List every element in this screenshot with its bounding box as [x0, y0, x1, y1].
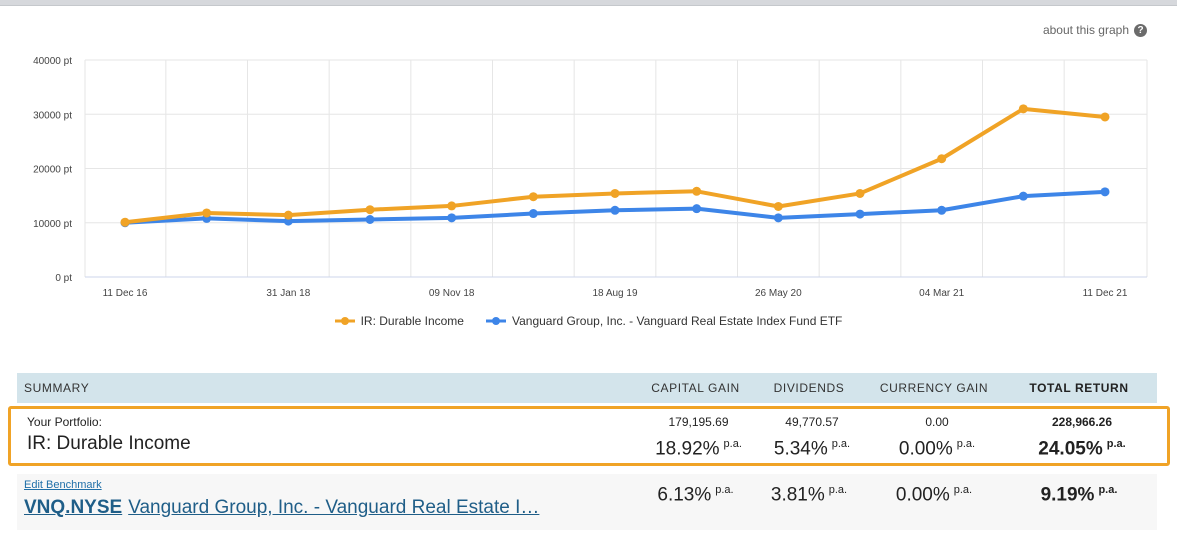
benchmark-name: VNQ.NYSE Vanguard Group, Inc. - Vanguard …	[24, 497, 539, 519]
data-point-portfolio	[610, 188, 620, 198]
y-tick-label: 10000 pt	[33, 219, 72, 230]
portfolio-total-return-pct: 24.05%	[1038, 438, 1103, 460]
data-point-portfolio	[283, 210, 293, 220]
data-point-portfolio	[773, 201, 783, 211]
edit-benchmark-link[interactable]: Edit Benchmark	[24, 479, 102, 491]
data-point-portfolio	[528, 192, 538, 202]
data-point-benchmark	[855, 209, 865, 219]
summary-table: SUMMARY CAPITAL GAIN DIVIDENDS CURRENCY …	[17, 373, 1157, 403]
portfolio-currency-gain-amount: 0.00	[925, 415, 949, 429]
help-circle-icon: ?	[1134, 23, 1147, 37]
x-tick-label: 26 May 20	[755, 288, 802, 299]
series-line-portfolio	[124, 106, 1106, 225]
data-point-benchmark	[1018, 191, 1028, 201]
header-currency-gain: CURRENCY GAIN	[879, 381, 989, 395]
x-tick-label: 11 Dec 21	[1083, 288, 1128, 299]
chart-legend: IR: Durable Income Vanguard Group, Inc. …	[0, 314, 1177, 328]
benchmark-code-link[interactable]: VNQ.NYSE	[24, 497, 123, 518]
data-point-benchmark	[447, 213, 457, 223]
data-point-portfolio	[1100, 112, 1110, 122]
legend-label-portfolio: IR: Durable Income	[360, 314, 464, 328]
y-tick-label: 0 pt	[55, 273, 72, 284]
portfolio-capital-gain-amount: 179,195.69	[668, 415, 729, 429]
data-point-benchmark	[1100, 187, 1110, 197]
x-tick-label: 04 Mar 21	[919, 288, 964, 299]
y-tick-label: 30000 pt	[33, 110, 72, 121]
header-total-return: TOTAL RETURN	[1029, 381, 1129, 395]
benchmark-currency-gain-pct: 0.00%	[895, 484, 950, 506]
legend-label-benchmark: Vanguard Group, Inc. - Vanguard Real Est…	[511, 314, 843, 328]
about-graph-label: about this graph	[1042, 23, 1129, 37]
data-point-portfolio	[120, 217, 130, 227]
summary-header-row: SUMMARY CAPITAL GAIN DIVIDENDS CURRENCY …	[17, 373, 1157, 403]
data-point-benchmark	[937, 205, 947, 215]
data-point-benchmark	[528, 209, 538, 219]
header-capital-gain: CAPITAL GAIN	[651, 381, 740, 395]
legend-marker-blue	[485, 317, 506, 325]
pa-label: p.a.	[1106, 438, 1126, 450]
pa-label: p.a.	[1098, 484, 1118, 496]
data-point-portfolio	[937, 154, 947, 164]
pa-label: p.a.	[953, 484, 973, 496]
y-tick-label: 40000 pt	[33, 56, 72, 67]
benchmark-row: Edit Benchmark VNQ.NYSE Vanguard Group, I…	[17, 474, 1157, 530]
portfolio-dividends-pct: 5.34%	[773, 438, 828, 460]
y-tick-label: 20000 pt	[33, 165, 72, 176]
portfolio-name: IR: Durable Income	[27, 433, 191, 454]
portfolio-capital-gain-pct: 18.92%	[655, 438, 720, 460]
x-tick-label: 31 Jan 18	[266, 288, 310, 299]
data-point-benchmark	[610, 205, 620, 215]
data-point-portfolio	[365, 205, 375, 215]
data-point-benchmark	[773, 213, 783, 223]
data-point-portfolio	[202, 208, 212, 218]
portfolio-currency-gain-pct: 0.00%	[898, 438, 953, 460]
benchmark-name-link[interactable]: Vanguard Group, Inc. - Vanguard Real Est…	[128, 497, 540, 518]
pa-label: p.a.	[828, 484, 848, 496]
data-point-benchmark	[365, 214, 375, 224]
data-point-portfolio	[692, 186, 702, 196]
pa-label: p.a.	[715, 484, 734, 496]
about-graph-link[interactable]: about this graph ?	[1043, 23, 1147, 37]
portfolio-total-return-amount: 228,966.26	[1051, 415, 1113, 429]
x-tick-label: 09 Nov 18	[429, 288, 475, 299]
x-tick-label: 11 Dec 16	[103, 288, 148, 299]
data-point-portfolio	[447, 201, 457, 211]
portfolio-row: Your Portfolio: 179,195.69 49,770.57 0.0…	[8, 406, 1170, 466]
performance-chart: 0 pt 10000 pt 20000 pt 30000 pt 40000 pt 11 D…	[33, 56, 1148, 299]
legend-marker-orange	[334, 317, 355, 325]
pa-label: p.a.	[723, 438, 742, 450]
benchmark-total-return-pct: 9.19%	[1040, 484, 1095, 506]
x-tick-label: 18 Aug 19	[592, 288, 637, 299]
legend-item-benchmark[interactable]: Vanguard Group, Inc. - Vanguard Real Est…	[485, 314, 843, 328]
benchmark-capital-gain-pct: 6.13%	[657, 484, 712, 506]
top-bar	[0, 0, 1177, 6]
pa-label: p.a.	[831, 438, 851, 450]
data-point-benchmark	[692, 204, 702, 214]
data-point-portfolio	[1018, 104, 1028, 114]
portfolio-label: Your Portfolio:	[27, 415, 102, 429]
portfolio-dividends-amount: 49,770.57	[785, 415, 839, 429]
legend-item-portfolio[interactable]: IR: Durable Income	[334, 314, 464, 328]
pa-label: p.a.	[956, 438, 976, 450]
header-summary: SUMMARY	[24, 381, 90, 395]
benchmark-dividends-pct: 3.81%	[770, 484, 825, 506]
data-point-portfolio	[855, 188, 865, 198]
header-dividends: DIVIDENDS	[773, 381, 845, 395]
